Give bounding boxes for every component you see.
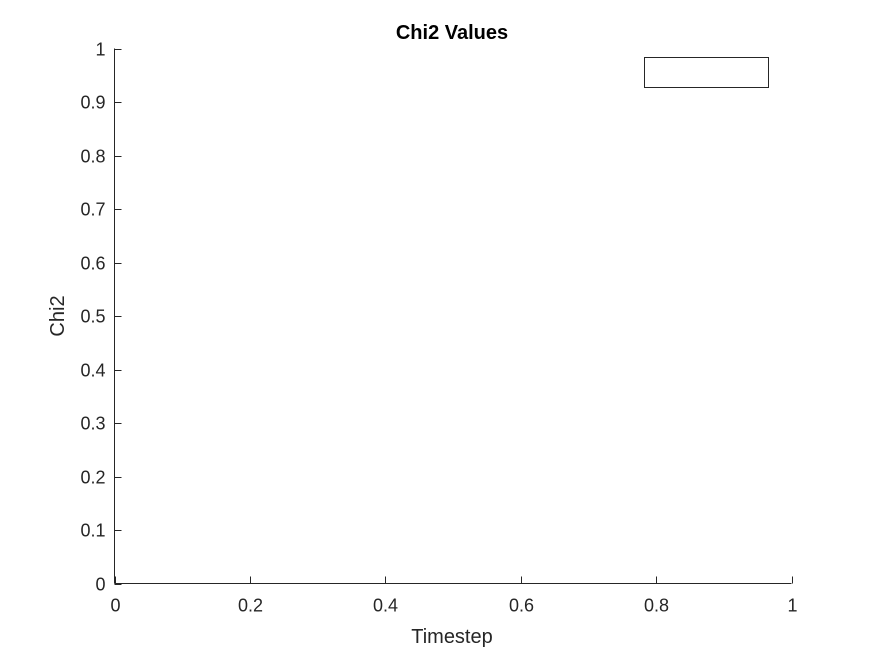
y-tick-label: 0.1 bbox=[80, 521, 105, 541]
legend-box[interactable] bbox=[644, 57, 769, 88]
x-tick-label: 0.4 bbox=[373, 596, 398, 616]
plot-area: 0 0.2 0.4 0.6 0.8 1 0 0.1 0.2 0.3 0.4 0.5 0.6 0.7 0.8… bbox=[80, 40, 797, 616]
chart-title: Chi2 Values bbox=[396, 22, 508, 44]
x-axis-title: Timestep bbox=[411, 626, 493, 648]
x-tick-label: 0.2 bbox=[238, 596, 263, 616]
x-tick-label: 1 bbox=[787, 596, 797, 616]
legend[interactable] bbox=[644, 57, 769, 88]
x-tick-label: 0.8 bbox=[644, 596, 669, 616]
y-tick-label: 0.3 bbox=[80, 414, 105, 434]
y-tick-label: 0.5 bbox=[80, 307, 105, 327]
y-tick-label: 1 bbox=[95, 40, 105, 60]
y-tick-label: 0.2 bbox=[80, 468, 105, 488]
y-axis-title: Chi2 bbox=[47, 295, 69, 336]
y-tick-label: 0.4 bbox=[80, 361, 105, 381]
x-axis-ticks: 0 0.2 0.4 0.6 0.8 1 bbox=[110, 576, 798, 616]
y-tick-label: 0.7 bbox=[80, 200, 105, 220]
y-axis-ticks: 0 0.1 0.2 0.3 0.4 0.5 0.6 0.7 0.8 0.9 1 bbox=[80, 40, 122, 595]
x-tick-label: 0.6 bbox=[509, 596, 534, 616]
y-tick-label: 0 bbox=[95, 575, 105, 595]
y-tick-label: 0.6 bbox=[80, 254, 105, 274]
x-tick-label: 0 bbox=[110, 596, 120, 616]
y-tick-label: 0.9 bbox=[80, 93, 105, 113]
y-tick-label: 0.8 bbox=[80, 147, 105, 167]
